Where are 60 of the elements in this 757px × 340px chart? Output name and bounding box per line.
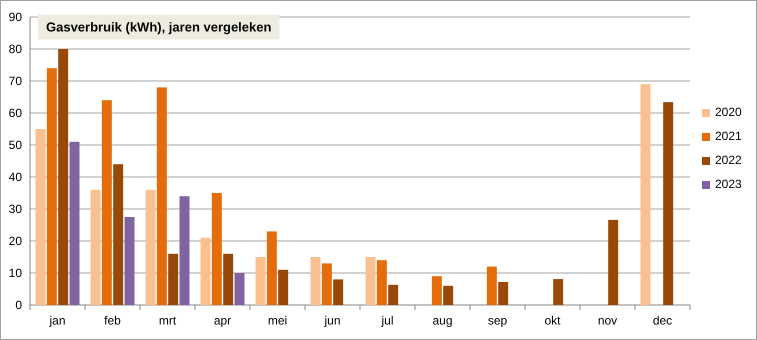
bar [234, 273, 244, 305]
bar [146, 190, 156, 305]
bar [180, 196, 190, 305]
y-tick-label: 50 [8, 138, 22, 152]
bar [200, 238, 210, 305]
x-tick-label: apr [214, 314, 232, 328]
x-tick-label: aug [432, 314, 453, 328]
bar [640, 84, 650, 305]
x-tick-label: jun [323, 314, 341, 328]
bar [113, 164, 124, 305]
bar [388, 284, 398, 305]
x-tick-label: nov [598, 314, 618, 328]
bar [498, 282, 508, 305]
bar [366, 257, 376, 305]
x-tick-label: mei [268, 314, 288, 328]
bar [266, 231, 277, 305]
bar [46, 68, 57, 305]
x-tick-label: sep [488, 314, 508, 328]
y-tick-label: 80 [8, 42, 22, 56]
y-tick-label: 90 [8, 10, 22, 24]
x-tick-label: mrt [158, 314, 177, 328]
y-tick-label: 10 [8, 266, 22, 280]
bar [376, 260, 387, 305]
bar [278, 270, 288, 305]
bar [553, 279, 564, 305]
bar [70, 142, 80, 305]
bar [486, 266, 497, 305]
bar [443, 286, 454, 305]
bar [90, 190, 100, 305]
y-tick-label: 70 [8, 74, 22, 88]
x-tick-label: dec [652, 314, 672, 328]
y-tick-label: 30 [8, 202, 22, 216]
x-tick-label: jan [48, 314, 66, 328]
bar [58, 49, 68, 305]
legend-label: 2020 [715, 105, 742, 120]
bar [124, 217, 134, 305]
y-tick-label: 40 [8, 170, 22, 184]
bar [256, 257, 266, 305]
legend-label: 2022 [715, 153, 742, 168]
bar [432, 276, 442, 305]
y-tick-label: 0 [15, 298, 22, 312]
bar [36, 129, 46, 305]
legend-label: 2023 [715, 177, 742, 192]
x-tick-label: feb [104, 314, 122, 328]
bar [102, 100, 112, 305]
legend-label: 2021 [715, 129, 742, 144]
bar [310, 257, 320, 305]
bar [223, 254, 234, 305]
bar [212, 193, 222, 305]
y-tick-label: 60 [8, 106, 22, 120]
bar [168, 254, 178, 305]
y-tick-label: 20 [8, 234, 22, 248]
bar [663, 102, 674, 305]
bar [333, 279, 344, 305]
x-tick-label: jul [380, 314, 394, 328]
bar [608, 220, 618, 305]
bar [156, 87, 167, 305]
x-tick-label: okt [544, 314, 562, 328]
chart-title: Gasverbruik (kWh), jaren vergeleken [46, 19, 272, 34]
bar [322, 263, 332, 305]
